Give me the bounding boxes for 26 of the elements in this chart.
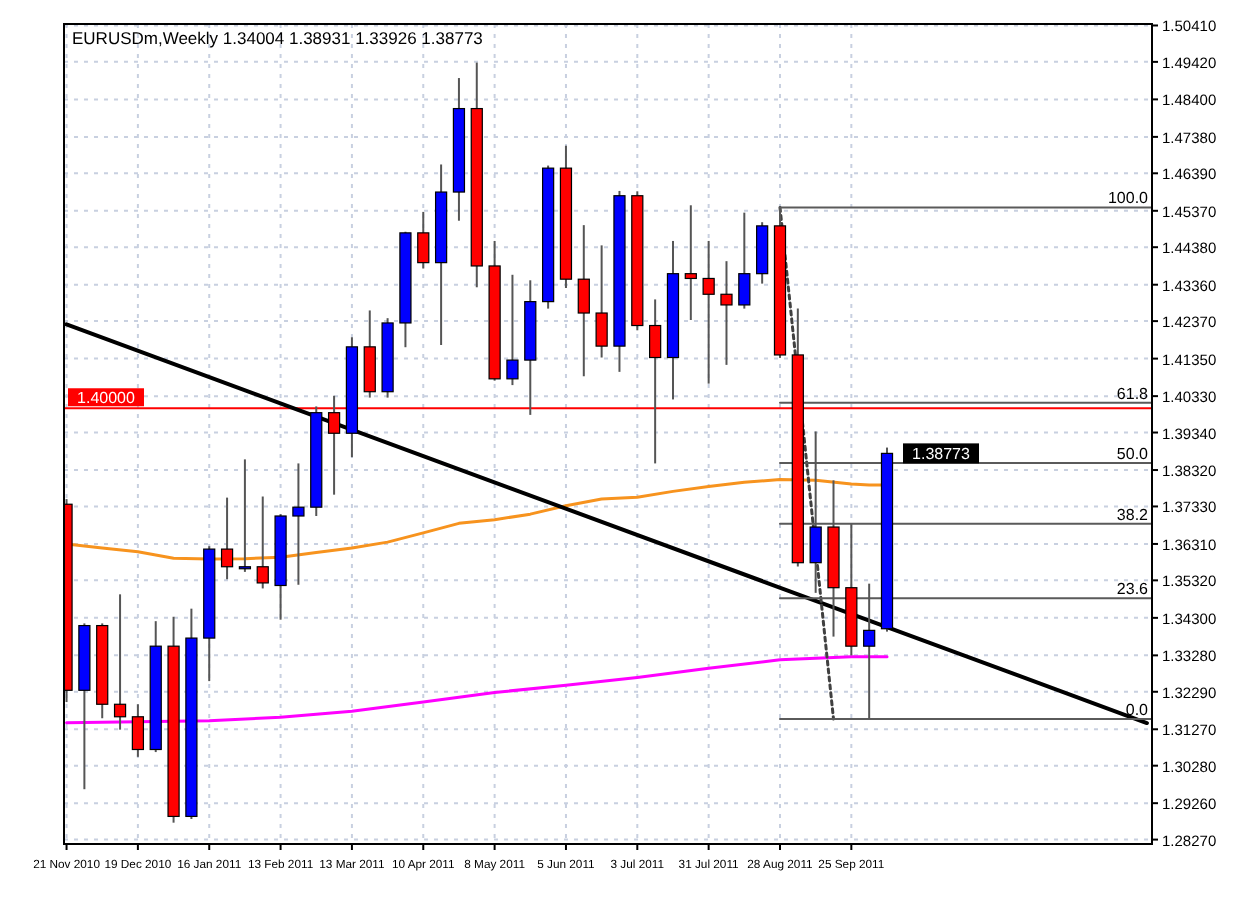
- candlestick: [220, 496, 234, 581]
- series-label: 50.0: [1116, 445, 1150, 464]
- candlestick: [595, 244, 608, 359]
- candlestick: [256, 495, 269, 590]
- series-label: 100.0: [1107, 189, 1150, 208]
- series-label: 23.6: [1116, 580, 1150, 599]
- series-label: 0.0: [1125, 700, 1150, 719]
- candlestick: [684, 204, 697, 322]
- candlestick: [292, 462, 305, 586]
- ref-line-label: 1.40000: [77, 389, 137, 408]
- annotation: 1.38773: [912, 445, 972, 464]
- candlestick: [720, 260, 733, 366]
- candlestick: [131, 703, 145, 758]
- candlestick: [738, 211, 751, 310]
- candlestick: [113, 593, 127, 731]
- series-label: 61.8: [1116, 384, 1150, 403]
- candlestick: [756, 221, 769, 285]
- candlestick: [238, 458, 252, 573]
- candlestick: [506, 273, 519, 387]
- candlestick: [702, 239, 715, 385]
- series-label: 38.2: [1116, 505, 1150, 524]
- candlestick: [363, 309, 376, 399]
- candlestick: [577, 224, 590, 378]
- line-series: [65, 655, 889, 725]
- chart-title: EURUSDm,Weekly 1.34004 1.38931 1.33926 1.38773: [72, 28, 484, 48]
- candlestick: [417, 210, 430, 270]
